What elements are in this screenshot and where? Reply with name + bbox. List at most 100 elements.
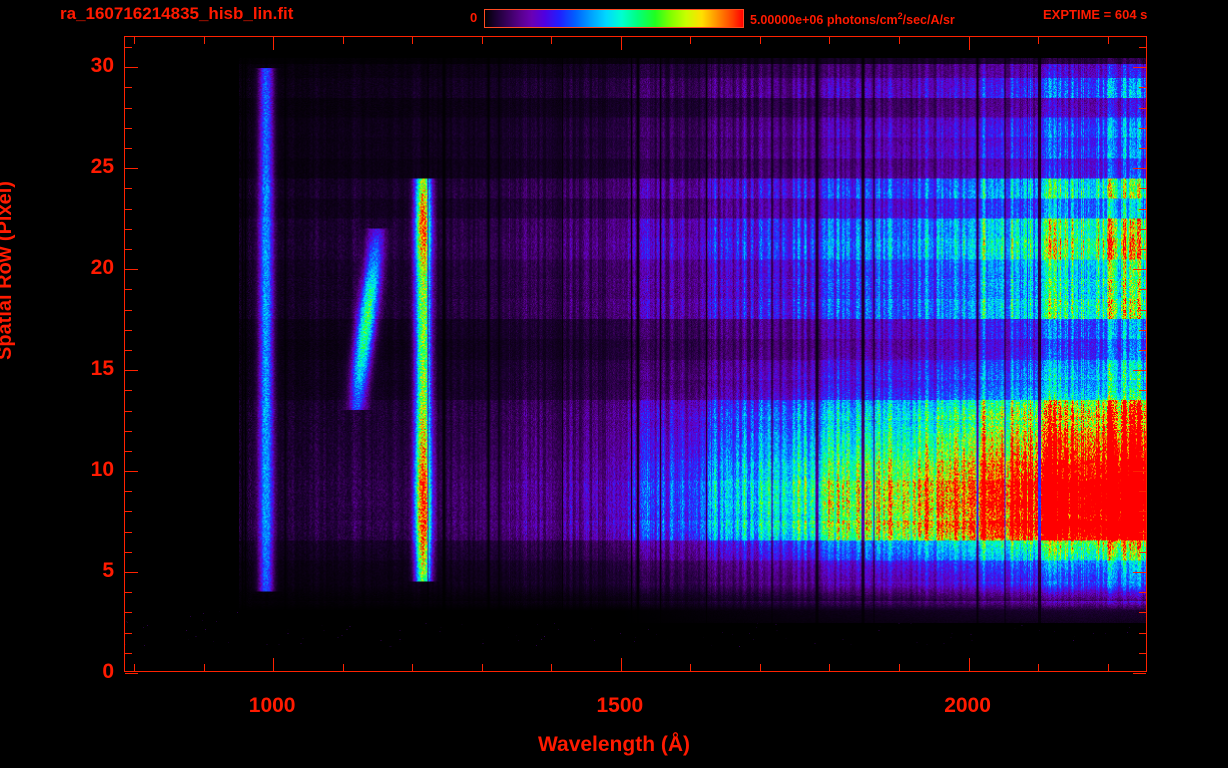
x-tick-minor-top bbox=[342, 37, 344, 44]
exposure-time-label: EXPTIME = 604 s bbox=[1043, 7, 1148, 22]
y-tick-label: 30 bbox=[90, 54, 114, 78]
y-tick-major bbox=[125, 471, 138, 473]
y-tick-major bbox=[125, 673, 138, 674]
y-tick-minor bbox=[125, 289, 132, 291]
colorbar-max-label: 5.00000e+06 photons/cm2/sec/A/sr bbox=[750, 11, 955, 27]
y-tick-minor-right bbox=[1139, 329, 1146, 331]
y-tick-minor bbox=[125, 188, 132, 190]
colorbar-units-rest: /sec/A/sr bbox=[902, 13, 955, 28]
y-tick-minor-right bbox=[1139, 430, 1146, 432]
y-tick-major bbox=[125, 572, 138, 574]
plot-frame bbox=[124, 36, 1147, 674]
y-tick-label: 25 bbox=[90, 155, 114, 179]
spectrogram-canvas bbox=[125, 37, 1146, 671]
x-tick-minor bbox=[690, 664, 692, 671]
y-tick-minor-right bbox=[1139, 309, 1146, 311]
y-tick-minor bbox=[125, 208, 132, 210]
y-tick-major-right bbox=[1133, 67, 1146, 69]
y-tick-minor bbox=[125, 531, 132, 533]
y-tick-major-right bbox=[1133, 269, 1146, 271]
y-tick-minor-right bbox=[1139, 188, 1146, 190]
x-tick-minor bbox=[899, 664, 901, 671]
y-tick-minor bbox=[125, 107, 132, 109]
y-tick-minor-right bbox=[1139, 289, 1146, 291]
y-tick-major-right bbox=[1133, 572, 1146, 574]
x-tick-label: 1500 bbox=[596, 694, 644, 717]
y-tick-label: 15 bbox=[90, 357, 114, 381]
page-title: ra_160716214835_hisb_lin.fit bbox=[60, 4, 294, 23]
x-tick-minor bbox=[203, 664, 205, 671]
x-tick-minor bbox=[759, 664, 761, 671]
y-tick-minor bbox=[125, 228, 132, 230]
y-tick-minor bbox=[125, 410, 132, 412]
y-tick-major-right bbox=[1133, 370, 1146, 372]
y-tick-major bbox=[125, 67, 138, 69]
y-tick-minor-right bbox=[1139, 450, 1146, 452]
y-tick-minor bbox=[125, 632, 132, 634]
y-tick-minor-right bbox=[1139, 127, 1146, 129]
x-tick-minor bbox=[481, 664, 483, 671]
y-tick-minor-right bbox=[1139, 410, 1146, 412]
x-tick-label: 1000 bbox=[248, 694, 296, 717]
x-tick-minor-top bbox=[759, 37, 761, 44]
x-axis-title: Wavelength (Å) bbox=[537, 733, 691, 756]
y-tick-minor bbox=[125, 47, 132, 49]
x-tick-minor-top bbox=[134, 37, 136, 44]
x-tick-minor-top bbox=[551, 37, 553, 44]
x-tick-minor bbox=[829, 664, 831, 671]
x-tick-minor bbox=[1038, 664, 1040, 671]
x-tick-minor-top bbox=[1107, 37, 1109, 44]
y-axis-title: Spatial Row (Pixel) bbox=[0, 181, 16, 360]
x-tick-major-top bbox=[273, 37, 275, 50]
y-tick-label: 10 bbox=[90, 458, 114, 482]
y-tick-minor bbox=[125, 491, 132, 493]
x-tick-major bbox=[273, 658, 275, 671]
y-tick-minor bbox=[125, 87, 132, 89]
colorbar-units-exponent: 2 bbox=[897, 11, 903, 21]
y-tick-major bbox=[125, 168, 138, 170]
y-tick-minor-right bbox=[1139, 208, 1146, 210]
y-tick-minor-right bbox=[1139, 148, 1146, 150]
y-tick-minor-right bbox=[1139, 632, 1146, 634]
y-tick-minor bbox=[125, 612, 132, 614]
y-tick-minor-right bbox=[1139, 551, 1146, 553]
y-tick-minor-right bbox=[1139, 390, 1146, 392]
y-tick-minor-right bbox=[1139, 511, 1146, 513]
x-tick-minor bbox=[412, 664, 414, 671]
y-tick-minor bbox=[125, 390, 132, 392]
y-tick-minor-right bbox=[1139, 612, 1146, 614]
x-tick-minor-top bbox=[899, 37, 901, 44]
y-tick-minor bbox=[125, 551, 132, 553]
y-tick-minor bbox=[125, 127, 132, 129]
y-tick-minor-right bbox=[1139, 107, 1146, 109]
y-tick-minor bbox=[125, 511, 132, 513]
x-tick-minor-top bbox=[829, 37, 831, 44]
y-tick-label: 5 bbox=[102, 559, 114, 583]
x-tick-minor-top bbox=[481, 37, 483, 44]
y-tick-major bbox=[125, 269, 138, 271]
x-tick-minor bbox=[134, 664, 136, 671]
y-tick-major-right bbox=[1133, 168, 1146, 170]
x-tick-minor-top bbox=[1038, 37, 1040, 44]
y-tick-minor bbox=[125, 349, 132, 351]
colorbar-min-label: 0 bbox=[470, 10, 478, 25]
y-tick-minor-right bbox=[1139, 349, 1146, 351]
y-tick-major-right bbox=[1133, 673, 1146, 674]
y-tick-label: 20 bbox=[90, 256, 114, 280]
y-tick-minor bbox=[125, 430, 132, 432]
y-tick-major bbox=[125, 370, 138, 372]
y-tick-minor-right bbox=[1139, 228, 1146, 230]
y-tick-minor bbox=[125, 309, 132, 311]
spectrogram-image-area bbox=[125, 37, 1146, 671]
y-tick-minor-right bbox=[1139, 87, 1146, 89]
x-tick-minor-top bbox=[690, 37, 692, 44]
x-tick-major bbox=[968, 658, 970, 671]
x-tick-major-top bbox=[620, 37, 622, 50]
x-tick-label: 2000 bbox=[944, 694, 991, 717]
x-tick-major-top bbox=[968, 37, 970, 50]
x-tick-minor-top bbox=[203, 37, 205, 44]
y-tick-minor-right bbox=[1139, 592, 1146, 594]
y-tick-minor bbox=[125, 329, 132, 331]
y-tick-minor bbox=[125, 450, 132, 452]
